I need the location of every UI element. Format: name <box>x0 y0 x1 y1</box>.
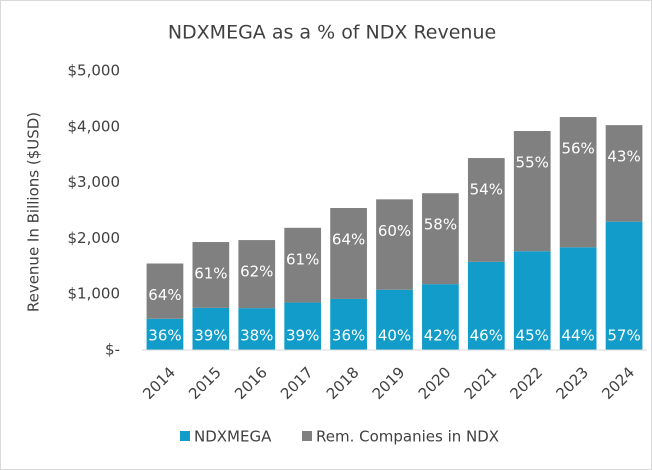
percent-label: 61% <box>194 265 227 283</box>
bar-segment <box>284 302 322 350</box>
y-tick-label: $- <box>105 341 120 359</box>
legend-swatch <box>180 431 190 441</box>
y-tick-label: $1,000 <box>68 285 121 303</box>
bar-segment <box>330 298 367 350</box>
percent-label: 57% <box>607 327 640 345</box>
bar-segment <box>467 158 505 262</box>
bar-segment <box>330 207 367 299</box>
percent-label: 39% <box>286 327 319 345</box>
legend-label: Rem. Companies in NDX <box>316 428 499 446</box>
bar-segment <box>422 193 459 285</box>
bar-segment <box>559 247 597 350</box>
bar-segment <box>146 263 184 319</box>
percent-label: 62% <box>240 263 273 281</box>
percent-label: 42% <box>424 327 457 345</box>
bar-segment <box>192 242 230 308</box>
bar-segment <box>376 289 413 350</box>
y-axis-label: Revenue In Billions ($USD) <box>25 112 43 312</box>
percent-label: 46% <box>470 327 503 345</box>
percent-label: 58% <box>424 216 457 234</box>
bar-segment <box>513 130 551 252</box>
y-tick-label: $4,000 <box>68 117 121 135</box>
bar-segment <box>605 125 643 222</box>
percent-label: 64% <box>332 230 365 248</box>
bar-segment <box>559 117 597 248</box>
percent-label: 45% <box>516 327 549 345</box>
bar-segment <box>422 284 459 350</box>
legend-swatch <box>302 431 312 441</box>
percent-label: 61% <box>286 250 319 268</box>
percent-label: 56% <box>561 140 594 158</box>
chart-title: NDXMEGA as a % of NDX Revenue <box>168 22 496 44</box>
bar-segment <box>146 318 184 350</box>
percent-label: 55% <box>516 153 549 171</box>
legend-label: NDXMEGA <box>194 428 272 446</box>
percent-label: 60% <box>378 222 411 240</box>
bar-segment <box>238 308 276 350</box>
bar-segment <box>605 221 643 350</box>
percent-label: 43% <box>607 148 640 166</box>
percent-label: 36% <box>332 327 365 345</box>
bar-segment <box>467 261 505 350</box>
bar-segment <box>192 307 230 350</box>
percent-label: 36% <box>148 327 181 345</box>
bar-segment <box>284 227 322 303</box>
percent-label: 64% <box>148 286 181 304</box>
bar-segment <box>238 240 276 309</box>
percent-label: 54% <box>470 181 503 199</box>
y-tick-label: $5,000 <box>68 62 121 80</box>
y-tick-label: $2,000 <box>68 229 121 247</box>
percent-label: 40% <box>378 327 411 345</box>
bar-segment <box>376 199 413 290</box>
percent-label: 39% <box>194 327 227 345</box>
bar-segment <box>513 251 551 350</box>
y-tick-label: $3,000 <box>68 173 121 191</box>
percent-label: 44% <box>561 327 594 345</box>
percent-label: 38% <box>240 327 273 345</box>
